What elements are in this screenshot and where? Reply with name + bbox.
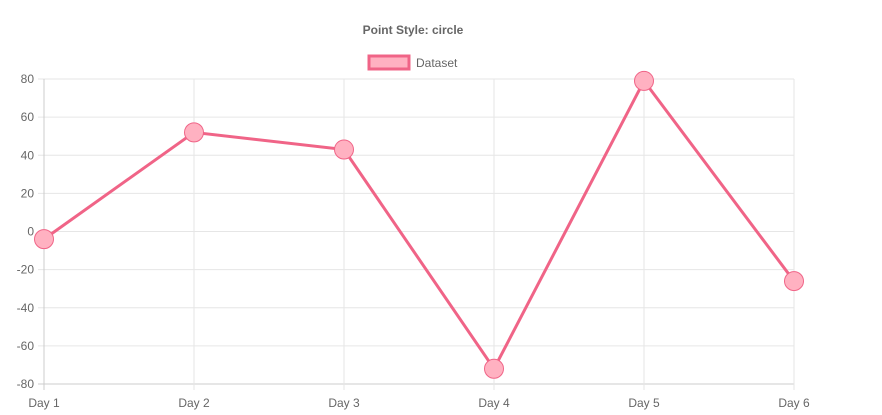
chart-title: Point Style: circle bbox=[363, 23, 464, 37]
y-tick-label: 20 bbox=[21, 186, 35, 200]
data-point[interactable] bbox=[484, 358, 504, 379]
data-point[interactable] bbox=[334, 139, 354, 160]
y-tick-label: -20 bbox=[17, 263, 35, 277]
y-tick-label: -40 bbox=[17, 301, 35, 315]
x-axis-ticks: Day 1 Day 2 Day 3 Day 4 Day 5 Day 6 bbox=[28, 396, 810, 410]
x-tick-label: Day 5 bbox=[628, 396, 660, 410]
x-tick-label: Day 4 bbox=[478, 396, 510, 410]
y-axis-ticks: 80 60 40 20 0 -20 -40 -60 -80 bbox=[17, 72, 35, 391]
y-tick-label: 60 bbox=[21, 110, 35, 124]
y-tick-label: 80 bbox=[21, 72, 35, 86]
data-point[interactable] bbox=[184, 122, 204, 143]
legend[interactable]: Dataset bbox=[367, 54, 458, 71]
legend-swatch bbox=[367, 54, 411, 71]
y-tick-label: -80 bbox=[17, 377, 35, 391]
data-point[interactable] bbox=[784, 271, 804, 292]
series-line bbox=[43, 78, 796, 372]
series-dataset bbox=[34, 70, 804, 379]
x-tick-label: Day 6 bbox=[778, 396, 810, 410]
x-tick-label: Day 3 bbox=[328, 396, 360, 410]
x-tick-label: Day 1 bbox=[28, 396, 60, 410]
data-point[interactable] bbox=[34, 229, 54, 250]
x-tick-label: Day 2 bbox=[178, 396, 210, 410]
y-tick-label: -60 bbox=[17, 339, 35, 353]
y-tick-label: 40 bbox=[21, 148, 35, 162]
y-tick-label: 0 bbox=[27, 225, 34, 239]
legend-label: Dataset bbox=[416, 56, 458, 70]
data-point[interactable] bbox=[634, 70, 654, 91]
grid bbox=[38, 78, 795, 390]
